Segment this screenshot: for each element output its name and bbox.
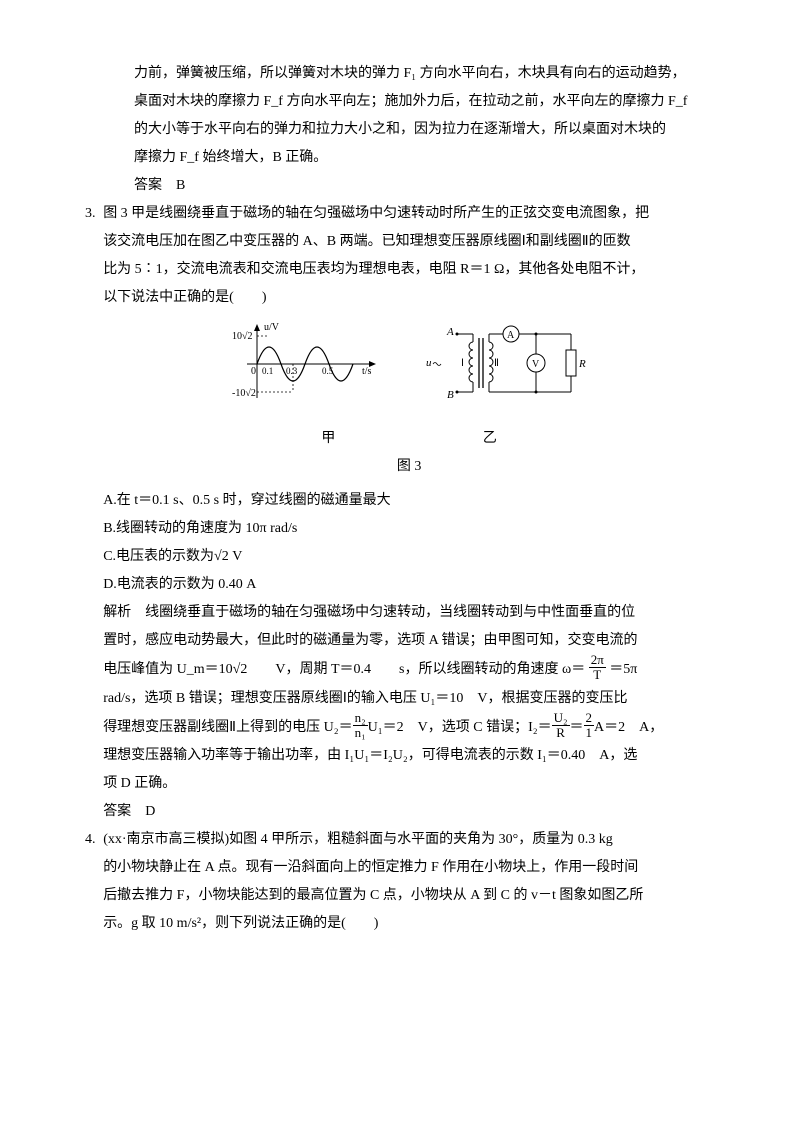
ytick-bot: -10√2	[232, 388, 256, 399]
q3-stem-l2: 该交流电压加在图乙中变压器的 A、B 两端。已知理想变压器原线圈Ⅰ和副线圈Ⅱ的匝…	[103, 228, 715, 256]
svg-text:Ⅱ: Ⅱ	[494, 358, 499, 369]
q3-sol-l5: 得理想变压器副线圈Ⅱ上得到的电压 U₂＝n₂n₁U₁＝2 V，选项 C 错误；I…	[103, 713, 715, 743]
ans-val: D	[145, 804, 155, 819]
svg-text:V: V	[532, 359, 540, 370]
q3-sol-l6: 理想变压器输入功率等于输出功率，由 I₁U₁＝I₂U₂，可得电流表的示数 I₁＝…	[103, 742, 715, 770]
ans-val: B	[176, 178, 185, 193]
prelude-l3: 的大小等于水平向右的弹力和拉力大小之和，因为拉力在逐渐增大，所以桌面对木块的	[134, 116, 715, 144]
q4-stem-l2: 的小物块静止在 A 点。现有一沿斜面向上的恒定推力 F 作用在小物块上，作用一段…	[103, 854, 715, 882]
q4-stem-l1: (xx·南京市高三模拟)如图 4 甲所示，粗糙斜面与水平面的夹角为 30°，质量…	[103, 826, 715, 854]
svg-text:0: 0	[251, 366, 256, 377]
frac-u2-r: U₂R	[552, 711, 570, 741]
q3-main-caption: 图 3	[103, 453, 715, 481]
svg-text:B: B	[447, 389, 454, 401]
prelude-l4: 摩擦力 F_f 始终增大，B 正确。	[134, 144, 715, 172]
q3-figure-right: A B u Ⅰ	[421, 318, 586, 421]
q3-sol-l7: 项 D 正确。	[103, 770, 715, 798]
frac-n2-n1: n₂n₁	[353, 711, 368, 741]
svg-text:0.3: 0.3	[286, 366, 298, 376]
axis-u-label: u/V	[264, 322, 280, 333]
svg-text:R: R	[578, 358, 586, 370]
prelude-l2: 桌面对木块的摩擦力 F_f 方向水平向左；施加外力后，在拉动之前，水平向左的摩擦…	[134, 88, 715, 116]
svg-text:u: u	[426, 357, 432, 369]
axis-t-label: t/s	[362, 366, 372, 377]
q3-stem-l3: 比为 5∶1，交流电流表和交流电压表均为理想电表，电阻 R＝1 Ω，其他各处电阻…	[103, 256, 715, 284]
q3-figure-row: u/V 10√2 0 -10√2 0.1 0.3 0.5 t/s A	[103, 318, 715, 421]
q3-number: 3.	[85, 200, 103, 826]
prelude-l1: 力前，弹簧被压缩，所以弹簧对木块的弹力 F₁ 方向水平向右，木块具有向右的运动趋…	[134, 60, 715, 88]
q3-figure-left: u/V 10√2 0 -10√2 0.1 0.3 0.5 t/s	[232, 318, 382, 421]
frac-2-1: 21	[584, 711, 595, 741]
q3-sol-l1: 解析 线圈绕垂直于磁场的轴在匀强磁场中匀速转动，当线圈转动到与中性面垂直的位	[103, 599, 715, 627]
q3-optD: D.电流表的示数为 0.40 A	[103, 571, 715, 599]
q3-sol-l4: rad/s，选项 B 错误；理想变压器原线圈Ⅰ的输入电压 U₁＝10 V，根据变…	[103, 685, 715, 713]
prelude-block: 力前，弹簧被压缩，所以弹簧对木块的弹力 F₁ 方向水平向右，木块具有向右的运动趋…	[85, 60, 715, 200]
frac-2pi-T: 2πT	[589, 653, 606, 683]
svg-text:Ⅰ: Ⅰ	[461, 358, 464, 369]
q3-body: 图 3 甲是线圈绕垂直于磁场的轴在匀强磁场中匀速转动时所产生的正弦交变电流图象，…	[103, 200, 715, 826]
cap-left: 甲	[321, 425, 335, 453]
q3-optA: A.在 t＝0.1 s、0.5 s 时，穿过线圈的磁通量最大	[103, 487, 715, 515]
ytick-top: 10√2	[232, 331, 253, 342]
q3-stem-l1: 图 3 甲是线圈绕垂直于磁场的轴在匀强磁场中匀速转动时所产生的正弦交变电流图象，…	[103, 200, 715, 228]
svg-text:A: A	[446, 326, 454, 338]
q3-sol-l2: 置时，感应电动势最大，但此时的磁通量为零，选项 A 错误；由甲图可知，交变电流的	[103, 627, 715, 655]
svg-text:0.5: 0.5	[322, 366, 334, 376]
q4-number: 4.	[85, 826, 103, 938]
q4-stem-l3: 后撤去推力 F，小物块能达到的最高位置为 C 点，小物块从 A 到 C 的 v－…	[103, 882, 715, 910]
cap-right: 乙	[483, 425, 497, 453]
q3-stem-l4: 以下说法中正确的是( )	[103, 284, 715, 312]
prelude-answer: 答案 B	[134, 172, 715, 200]
q3-optB: B.线圈转动的角速度为 10π rad/s	[103, 515, 715, 543]
q3-optC: C.电压表的示数为√2 V	[103, 543, 715, 571]
question-3: 3. 图 3 甲是线圈绕垂直于磁场的轴在匀强磁场中匀速转动时所产生的正弦交变电流…	[85, 200, 715, 826]
svg-text:A: A	[507, 330, 515, 341]
ans-label: 答案	[134, 178, 162, 193]
q3-answer: 答案 D	[103, 798, 715, 826]
q3-sol-l3: 电压峰值为 U_m＝10√2 V，周期 T＝0.4 s，所以线圈转动的角速度 ω…	[103, 655, 715, 685]
q4-stem-l4: 示。g 取 10 m/s²，则下列说法正确的是( )	[103, 910, 715, 938]
q4-body: (xx·南京市高三模拟)如图 4 甲所示，粗糙斜面与水平面的夹角为 30°，质量…	[103, 826, 715, 938]
ans-label: 答案	[103, 804, 131, 819]
svg-text:0.1: 0.1	[262, 366, 273, 376]
q3-subcaptions: 甲 乙	[103, 425, 715, 453]
question-4: 4. (xx·南京市高三模拟)如图 4 甲所示，粗糙斜面与水平面的夹角为 30°…	[85, 826, 715, 938]
